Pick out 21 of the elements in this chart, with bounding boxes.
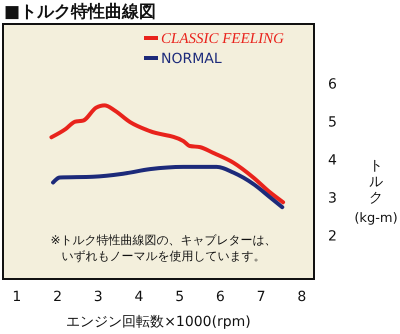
y-tick-label: 4 (328, 152, 337, 169)
legend-label: CLASSIC FEELING (161, 31, 284, 47)
legend-label: NORMAL (161, 51, 222, 67)
x-tick-label: 1 (12, 288, 22, 305)
x-tick-label: 6 (216, 288, 225, 305)
x-tick-label: 5 (175, 288, 184, 305)
x-tick-label: 3 (94, 288, 103, 305)
y-tick-label: 6 (328, 76, 337, 93)
annotation: ※トルク特性曲線図の、キャブレターは、いずれもノーマルを使用しています。 (50, 233, 277, 263)
y-axis-title: トルク (kg-m) (354, 158, 398, 226)
line-series (51, 164, 284, 210)
y-tick-label: 5 (328, 114, 337, 131)
x-tick-label: 4 (134, 288, 144, 305)
x-tick-label: 2 (53, 288, 62, 305)
x-tick-label: 8 (297, 288, 306, 305)
x-tick-label: 7 (256, 288, 266, 305)
y-tick-label: 2 (328, 228, 337, 245)
y-tick-label: 3 (328, 190, 337, 207)
x-axis-title: エンジン回転数×1000(rpm) (66, 314, 251, 330)
chart-title: ■トルク特性曲線図 (4, 1, 156, 23)
line-series (49, 103, 286, 204)
